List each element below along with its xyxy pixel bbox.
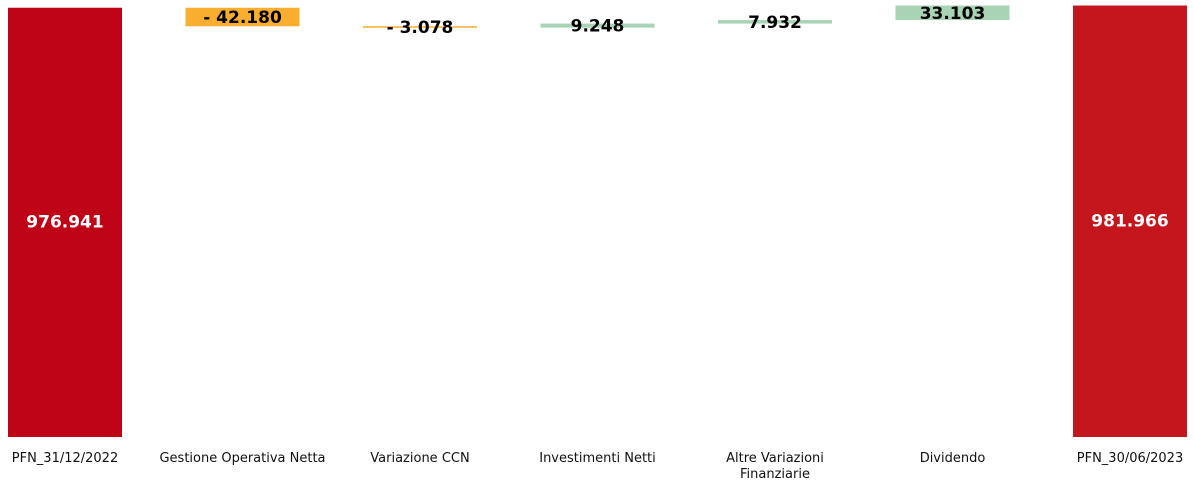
bar xyxy=(895,5,1010,21)
value-label: 7.932 xyxy=(748,13,802,33)
bar xyxy=(1073,5,1187,438)
x-tick-label: PFN_31/12/2022 xyxy=(11,451,119,466)
bar xyxy=(718,20,832,24)
value-label: 33.103 xyxy=(920,4,986,24)
value-label: 976.941 xyxy=(26,212,103,232)
x-tick-label: Dividendo xyxy=(919,451,986,466)
x-tick-label: Variazione CCN xyxy=(370,451,470,466)
value-label: 9.248 xyxy=(571,17,625,37)
bar xyxy=(540,23,655,28)
bar xyxy=(8,7,122,438)
x-tick-label: Investimenti Netti xyxy=(539,451,656,466)
x-tick-label: Altre Variazioni Finanziarie xyxy=(726,451,824,482)
value-label: - 3.078 xyxy=(387,18,454,38)
bar xyxy=(363,26,477,28)
x-tick-label: PFN_30/06/2023 xyxy=(1076,451,1184,466)
x-tick-label: Gestione Operativa Netta xyxy=(159,451,326,466)
bar xyxy=(185,7,300,27)
value-label: 981.966 xyxy=(1091,211,1168,231)
value-label: - 42.180 xyxy=(203,8,282,28)
